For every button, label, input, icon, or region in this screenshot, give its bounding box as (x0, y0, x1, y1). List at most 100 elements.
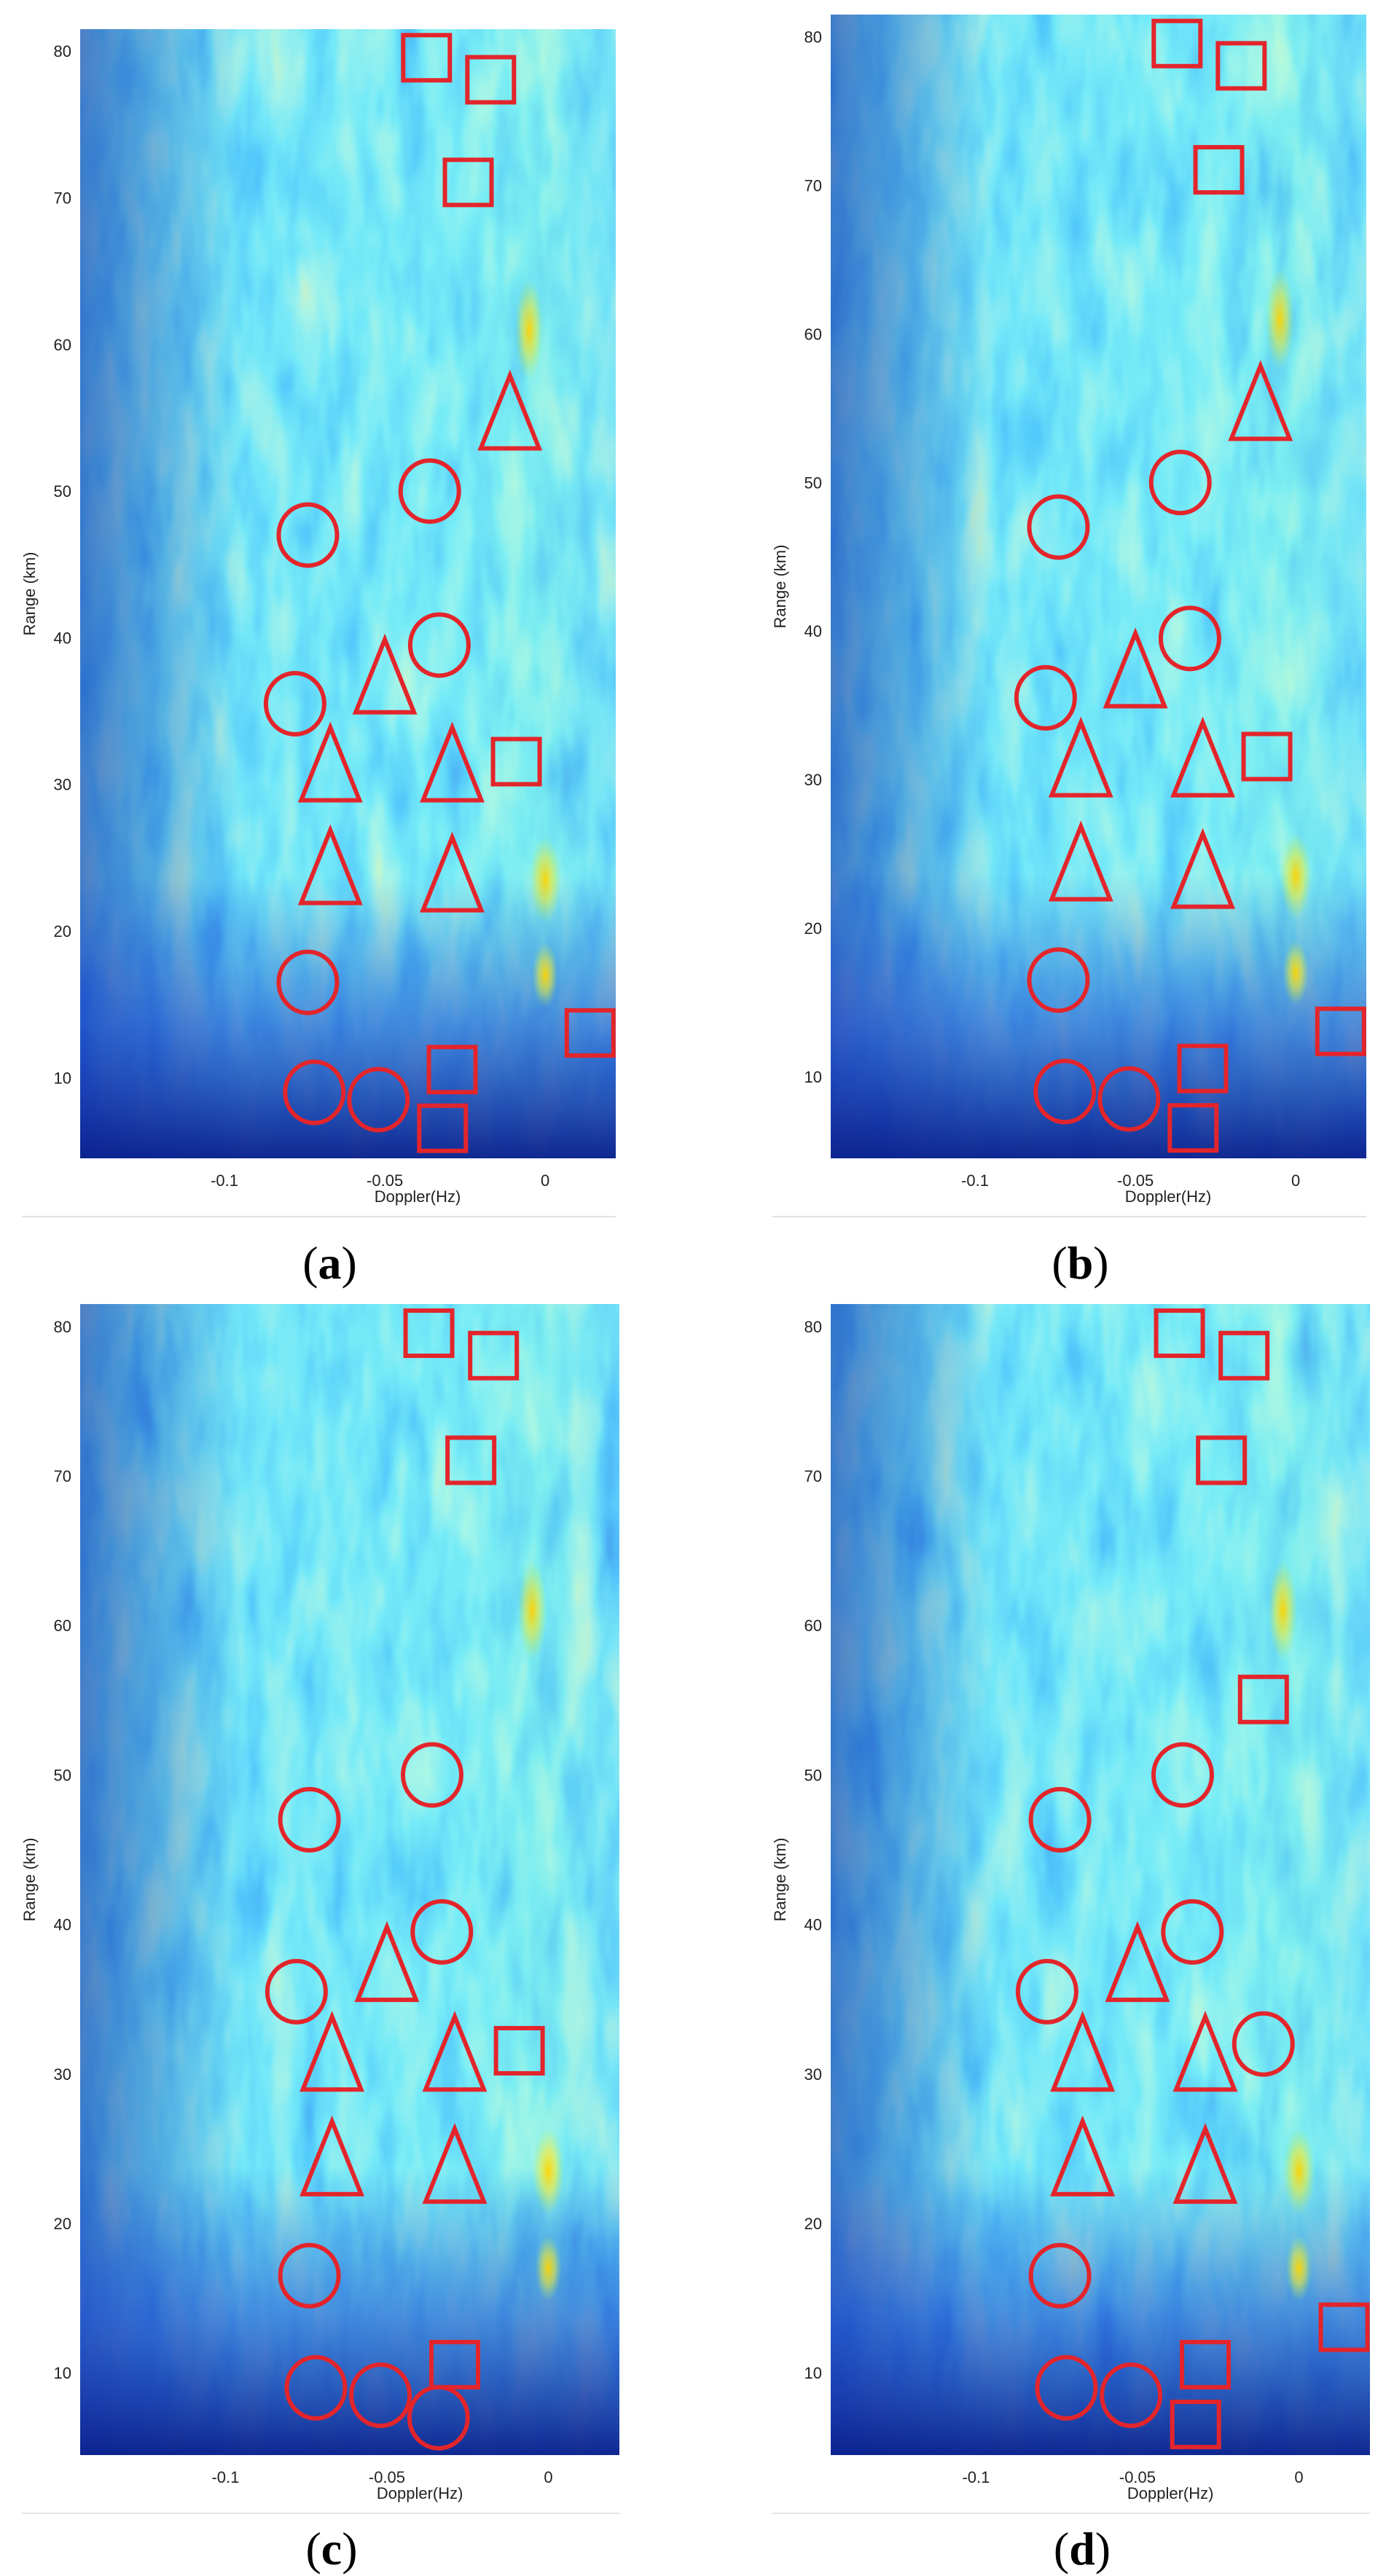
y-tick-label: 30 (54, 776, 71, 794)
square-marker (1241, 731, 1293, 782)
circle-marker (1033, 1059, 1097, 1125)
square-marker (490, 737, 542, 787)
x-tick-label: -0.05 (1117, 1171, 1154, 1190)
x-tick-label: -0.1 (211, 2468, 239, 2486)
circle-marker (284, 2355, 348, 2421)
panel-d: 10 20 30 40 50 60 70 80 -0.1 -0.05 0 Doppler(Hz) Ran… (771, 1304, 1370, 2575)
square-marker (1318, 2302, 1370, 2352)
y-tick-label: 50 (54, 482, 71, 500)
circle-marker (1161, 1898, 1224, 1965)
hot-spot (1268, 1559, 1298, 1662)
circle-marker (278, 1786, 341, 1853)
triangle-marker (299, 2011, 365, 2092)
y-axis-label: Range (km) (771, 1838, 789, 1922)
y-axis-label: Range (km) (771, 545, 789, 629)
circle-marker (349, 2362, 412, 2428)
circle-marker (1028, 1786, 1092, 1853)
y-tick-label: 60 (54, 1617, 71, 1635)
triangle-marker (1105, 1921, 1170, 2003)
square-marker (564, 1008, 616, 1058)
y-tick-label: 70 (804, 1467, 822, 1485)
panel-caption: (d) (1054, 2523, 1111, 2575)
y-tick-label: 50 (804, 1766, 822, 1784)
heatmap-field (80, 29, 616, 1158)
panel-a: 10 20 30 40 50 60 70 80 -0.1 -0.05 0 Doppler(Hz) Ran… (20, 29, 616, 1289)
y-tick-label: 50 (804, 474, 822, 492)
triangle-marker (420, 831, 485, 913)
circle-marker (283, 1059, 346, 1126)
hot-spot (532, 2127, 565, 2215)
x-axis-label: Doppler(Hz) (1127, 2484, 1214, 2502)
y-axis-label: Range (km) (20, 1838, 39, 1922)
square-marker (429, 2339, 481, 2390)
heatmap-field (80, 1304, 619, 2455)
square-marker (1215, 41, 1267, 91)
x-axis-label: Doppler(Hz) (375, 1187, 461, 1206)
y-tick-label: 60 (804, 325, 822, 343)
heatmap-shade-bottom (831, 15, 1366, 1158)
circle-marker (1148, 449, 1212, 516)
triangle-marker (1170, 716, 1235, 798)
square-marker (1196, 1435, 1248, 1485)
y-tick-label: 50 (54, 1766, 71, 1784)
x-axis-label: Doppler(Hz) (377, 2484, 463, 2502)
y-tick-label: 40 (804, 1916, 822, 1934)
y-tick-label: 30 (804, 771, 822, 789)
y-tick-label: 60 (804, 1617, 822, 1635)
square-marker (1193, 145, 1245, 195)
circle-marker (1232, 2011, 1295, 2077)
triangle-marker (420, 721, 485, 803)
hot-spot (532, 942, 559, 1008)
y-tick-label: 80 (54, 1318, 71, 1336)
circle-marker (410, 1898, 474, 1965)
x-tick-label: 0 (1291, 1171, 1300, 1190)
triangle-marker (1050, 2011, 1116, 2092)
triangle-marker (299, 2115, 365, 2196)
square-marker (1170, 2399, 1221, 2449)
y-tick-label: 40 (804, 622, 822, 640)
y-axis-label: Range (km) (20, 552, 39, 636)
y-tick-label: 20 (804, 2215, 822, 2233)
hot-spot (529, 836, 562, 924)
triangle-marker (354, 1921, 420, 2003)
y-tick-label: 80 (804, 28, 822, 47)
x-tick-label: -0.1 (961, 1171, 989, 1190)
square-marker (465, 55, 517, 105)
square-marker (468, 1330, 520, 1381)
circle-marker (265, 1958, 328, 2025)
x-tick-label: 0 (541, 1171, 549, 1190)
circle-marker (400, 1742, 463, 1808)
y-tick-label: 40 (54, 629, 71, 647)
triangle-marker (1170, 828, 1235, 909)
hot-spot (514, 278, 544, 381)
triangle-marker (1050, 2115, 1116, 2196)
hot-spot (535, 2235, 562, 2301)
x-tick-label: -0.1 (962, 2468, 990, 2486)
square-marker (1151, 18, 1203, 68)
y-tick-label: 20 (804, 919, 822, 938)
circle-marker (1158, 605, 1221, 672)
heatmap-field (831, 1304, 1370, 2455)
x-tick-label: -0.05 (1119, 2468, 1156, 2486)
circle-marker (1097, 1066, 1161, 1132)
x-axis-label: Doppler(Hz) (1125, 1187, 1212, 1206)
heatmap-shade-bottom (80, 29, 616, 1158)
y-tick-label: 10 (804, 1068, 822, 1086)
panel-caption: (c) (305, 2523, 357, 2575)
x-tick-label: 0 (544, 2468, 552, 2486)
square-marker (1315, 1006, 1366, 1056)
y-tick-label: 70 (54, 1467, 71, 1485)
y-tick-label: 20 (54, 2215, 71, 2233)
square-marker (426, 1045, 478, 1095)
square-marker (401, 33, 453, 83)
y-tick-label: 80 (804, 1318, 822, 1336)
y-tick-label: 10 (804, 2364, 822, 2382)
circle-marker (278, 2242, 341, 2309)
circle-marker (1151, 1742, 1214, 1808)
heatmap-shade-bottom (80, 1304, 619, 2455)
circle-marker (398, 458, 461, 525)
square-marker (445, 1435, 497, 1485)
y-tick-label: 40 (54, 1916, 71, 1934)
circle-marker (1027, 494, 1090, 560)
square-marker (442, 157, 494, 208)
